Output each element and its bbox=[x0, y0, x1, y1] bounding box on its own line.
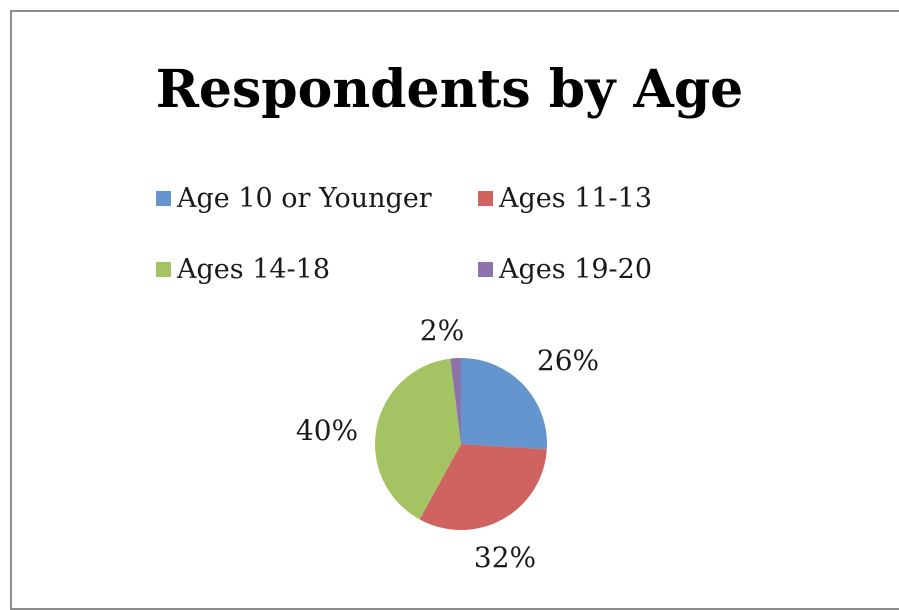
legend-item-age-10-or-younger: Age 10 or Younger bbox=[156, 180, 432, 216]
chart-title: Respondents by Age bbox=[155, 59, 744, 120]
legend-swatch bbox=[478, 190, 493, 206]
pie-chart: 26% 32% 40% 2% bbox=[296, 314, 599, 574]
data-label: 40% bbox=[296, 414, 358, 447]
legend-label: Ages 14-18 bbox=[177, 253, 331, 285]
legend-swatch bbox=[478, 261, 493, 277]
pie-slice-ages-14-18 bbox=[374, 358, 461, 520]
legend-swatch bbox=[156, 190, 171, 206]
legend-label: Ages 11-13 bbox=[499, 182, 653, 214]
legend-label: Age 10 or Younger bbox=[177, 182, 432, 214]
legend-item-ages-11-13: Ages 11-13 bbox=[478, 180, 652, 216]
legend-item-ages-19-20: Ages 19-20 bbox=[478, 251, 652, 287]
data-label: 2% bbox=[420, 314, 464, 347]
legend-item-ages-14-18: Ages 14-18 bbox=[156, 251, 330, 287]
data-label: 32% bbox=[474, 541, 536, 574]
legend-label: Ages 19-20 bbox=[499, 253, 653, 285]
pie-slice-ages-11-13 bbox=[419, 444, 547, 531]
pie-slice-ages-19-20 bbox=[450, 358, 461, 444]
legend-swatch bbox=[156, 261, 171, 277]
pie-slice-age-10-or-younger bbox=[461, 358, 547, 450]
data-label: 26% bbox=[537, 344, 599, 377]
